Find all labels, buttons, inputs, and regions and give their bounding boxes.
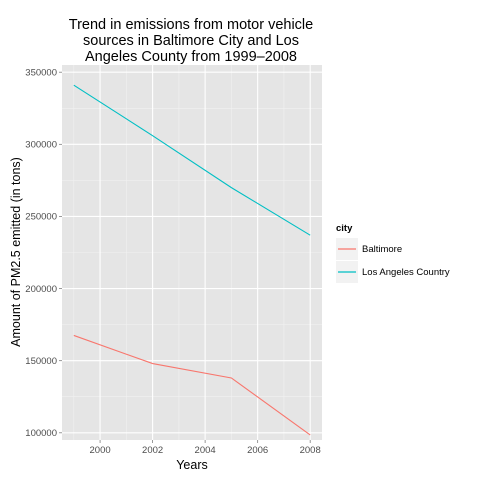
- series-layer: [73, 84, 311, 436]
- legend-label: Los Angeles Country: [362, 267, 450, 278]
- y-tick-label: 100000: [25, 428, 57, 439]
- y-tick-label: 300000: [25, 140, 57, 151]
- x-axis: 2000 2002 2004 2006 2008: [90, 440, 321, 456]
- legend-item-los-angeles-country: Los Angeles Country: [336, 261, 450, 283]
- x-tick-label: 2004: [195, 445, 216, 456]
- legend: city Baltimore Los Angeles Country: [336, 223, 450, 283]
- y-tick-label: 350000: [25, 68, 57, 79]
- series-line-los-angeles-country: [73, 84, 311, 236]
- grid-minor: [62, 65, 322, 440]
- x-tick-label: 2008: [300, 445, 321, 456]
- legend-title: city: [336, 223, 353, 234]
- legend-item-baltimore: Baltimore: [336, 238, 402, 260]
- y-axis: 100000 150000 200000 250000 300000 350000: [25, 68, 62, 439]
- chart-title-line-1: Trend in emissions from motor vehicle: [69, 17, 313, 33]
- series-line-baltimore: [73, 334, 311, 436]
- chart-title: Trend in emissions from motor vehicle so…: [69, 17, 313, 65]
- x-tick-label: 2006: [247, 445, 268, 456]
- legend-label: Baltimore: [362, 244, 402, 255]
- x-tick-label: 2000: [90, 445, 111, 456]
- y-axis-title: Amount of PM2.5 emitted (in tons): [9, 157, 23, 347]
- chart-title-line-3: Angeles County from 1999–2008: [85, 49, 297, 65]
- x-tick-label: 2002: [142, 445, 163, 456]
- chart-title-line-2: sources in Baltimore City and Los: [83, 33, 299, 49]
- grid-major: [62, 65, 322, 440]
- x-axis-title: Years: [176, 458, 208, 472]
- y-tick-label: 150000: [25, 356, 57, 367]
- y-tick-label: 250000: [25, 212, 57, 223]
- y-tick-label: 200000: [25, 284, 57, 295]
